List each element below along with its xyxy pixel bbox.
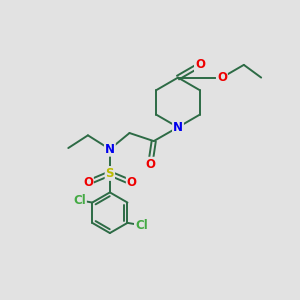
Text: N: N xyxy=(173,121,183,134)
Text: Cl: Cl xyxy=(135,219,148,232)
Text: Cl: Cl xyxy=(73,194,86,207)
Text: S: S xyxy=(106,167,114,180)
Text: O: O xyxy=(195,58,205,71)
Text: N: N xyxy=(105,143,115,156)
Text: O: O xyxy=(127,176,137,189)
Text: O: O xyxy=(217,71,227,84)
Text: O: O xyxy=(145,158,155,171)
Text: O: O xyxy=(83,176,93,189)
